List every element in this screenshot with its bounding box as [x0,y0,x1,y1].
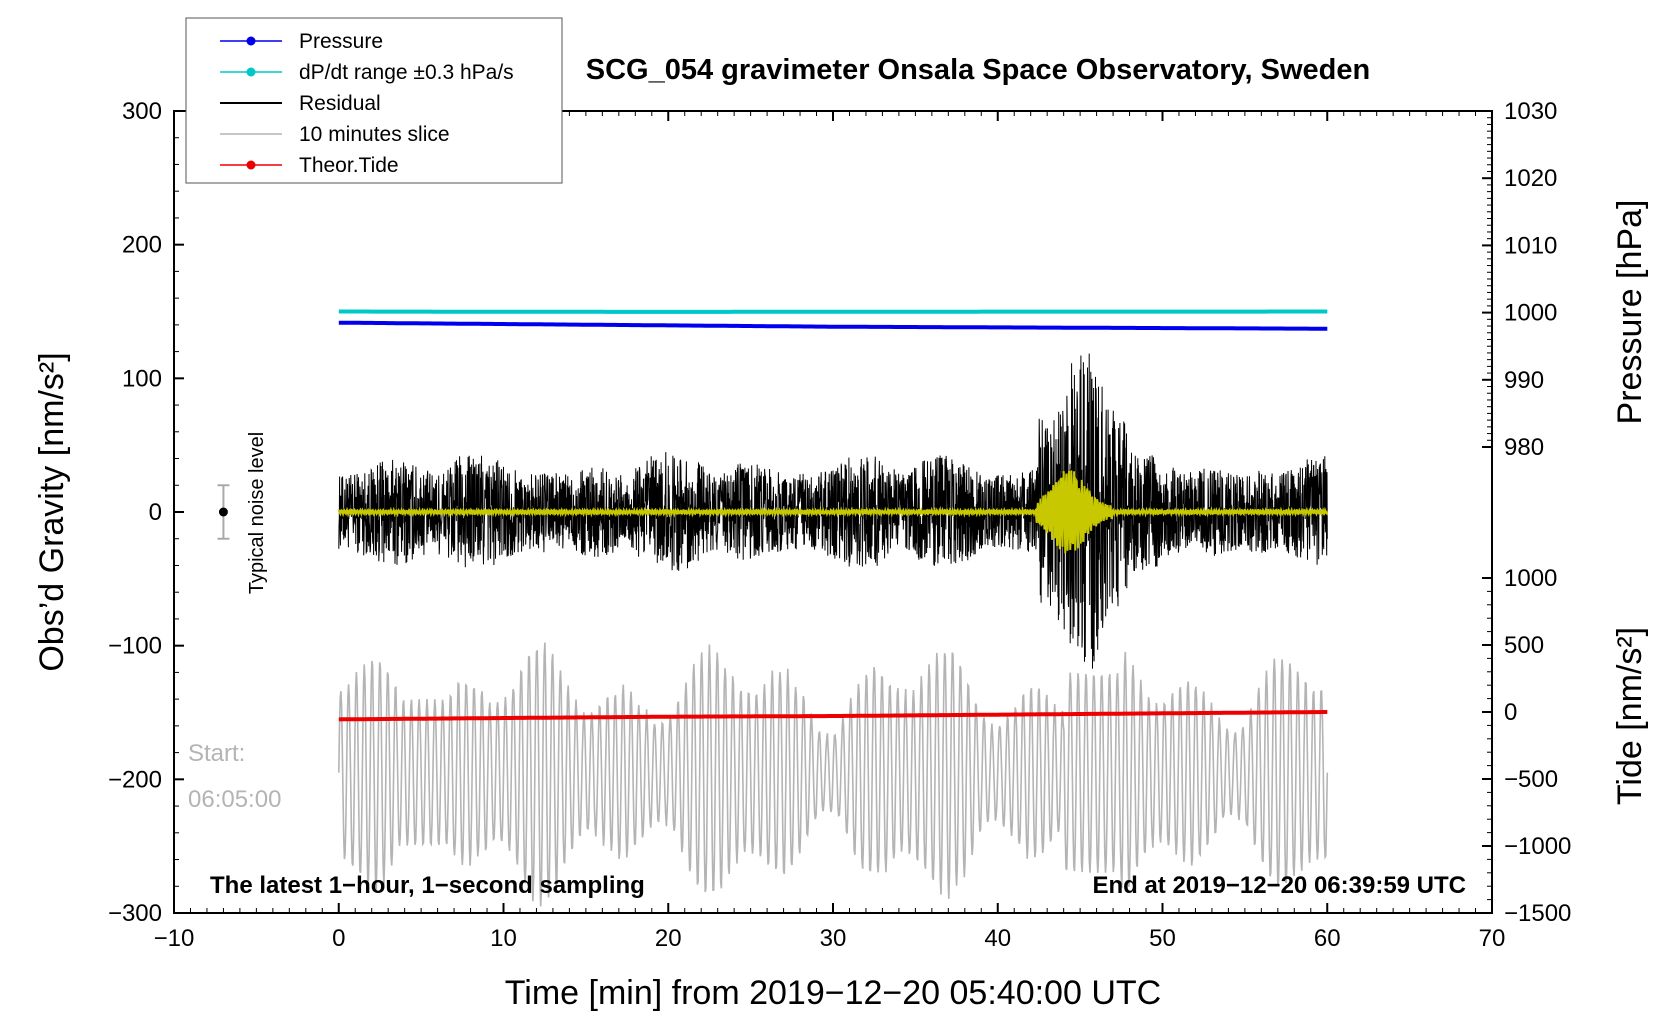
pressure-tick-label: 1000 [1504,300,1557,327]
sampling-annotation: The latest 1−hour, 1−second sampling [210,872,645,899]
x-tick-label: −10 [154,925,195,952]
y-axis-left-title: Obs’d Gravity [nm/s²] [33,352,71,671]
y-tick-label: −200 [108,766,162,793]
tide-line [338,710,1328,722]
pressure-tick-label: 1020 [1504,165,1557,192]
tide-tick-label: 1000 [1504,565,1557,592]
pressure-tick-label: 990 [1504,367,1544,394]
x-tick-label: 50 [1149,925,1176,952]
x-tick-label: 30 [820,925,847,952]
y-tick-label: −300 [108,900,162,927]
legend-label: dP/dt range ±0.3 hPa/s [299,61,514,84]
noise-level-bar [217,484,230,540]
legend-marker [246,160,256,170]
legend-marker [246,36,256,46]
x-axis-title: Time [min] from 2019−12−20 05:40:00 UTC [505,974,1161,1012]
series-layer [337,309,1329,907]
y-tick-label: 300 [122,98,162,125]
y-axis-tide-title: Tide [nm/s²] [1611,627,1649,805]
start-time: 06:05:00 [188,786,281,813]
pressure-line [338,320,1328,331]
tide-tick-label: −1500 [1504,900,1571,927]
x-tick-label: 40 [984,925,1011,952]
legend-label: Residual [299,92,381,115]
y-tick-label: 0 [149,499,162,526]
chart-title: SCG_054 gravimeter Onsala Space Observat… [586,54,1370,86]
y-axis-pressure-title: Pressure [hPa] [1611,200,1649,425]
x-tick-label: 20 [655,925,682,952]
legend-label: Pressure [299,30,383,53]
legend-marker [246,67,256,77]
legend-label: 10 minutes slice [299,123,450,146]
axis-tick-labels: −10 0 10 20 30 40 50 60 70−300−200−1000100200300… [108,98,1571,952]
x-tick-label: 0 [332,925,345,952]
noise-bar-center [218,507,228,517]
smoothed-residual-line [337,470,1329,554]
legend: Pressure dP/dt range ±0.3 hPa/s Residual 10… [185,17,563,184]
x-tick-label: 10 [490,925,517,952]
x-tick-label: 60 [1314,925,1341,952]
ten-minute-slice-line [338,642,1329,907]
y-tick-label: −100 [108,633,162,660]
legend-label: Theor.Tide [299,154,399,177]
tide-tick-label: −500 [1504,766,1558,793]
tide-tick-label: 0 [1504,699,1517,726]
pressure-tick-label: 980 [1504,434,1544,461]
tide-tick-label: 500 [1504,632,1544,659]
axis-ticks [173,110,1493,914]
start-label: Start: [188,740,245,767]
end-time-annotation: End at 2019−12−20 06:39:59 UTC [1092,872,1466,899]
x-tick-label: 70 [1479,925,1506,952]
y-tick-label: 100 [122,365,162,392]
tide-tick-label: −1000 [1504,833,1571,860]
y-tick-label: 200 [122,232,162,259]
pressure-tick-label: 1030 [1504,98,1557,125]
legend-box [185,17,563,184]
noise-level-label: Typical noise level [246,432,268,594]
residual-line [338,353,1328,669]
pressure-tick-label: 1010 [1504,232,1557,259]
